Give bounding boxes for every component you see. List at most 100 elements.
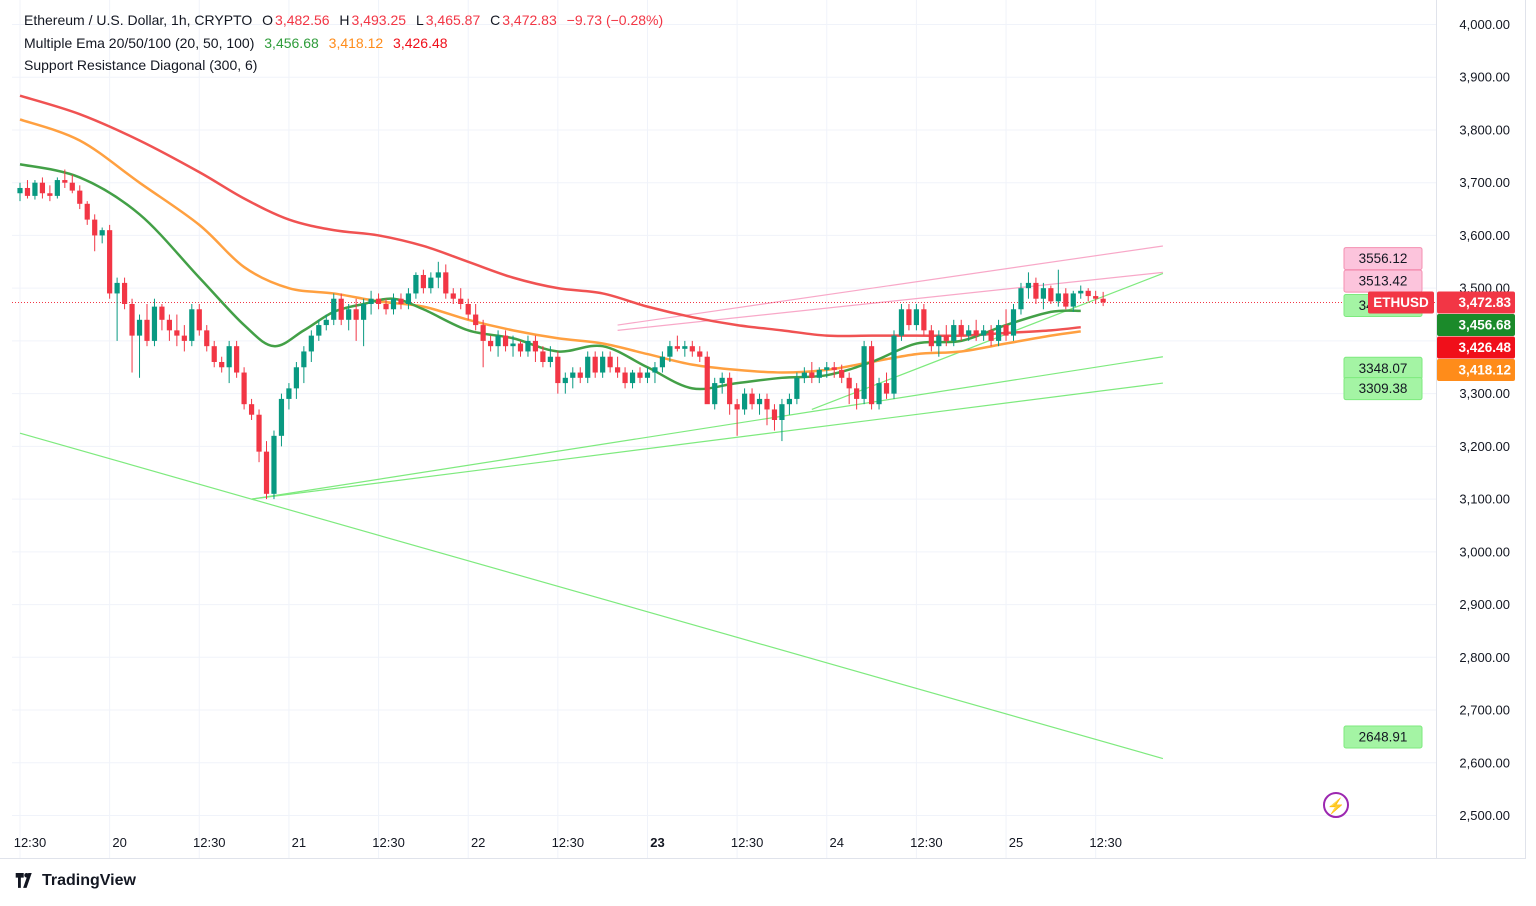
- candle-body: [510, 343, 516, 347]
- candle: [981, 325, 987, 341]
- candle-body: [585, 356, 591, 378]
- candle-body: [495, 335, 501, 347]
- level-label-text: 2648.91: [1359, 729, 1408, 744]
- ema100-line: [19, 94, 1081, 338]
- candle-body: [1085, 290, 1091, 297]
- candle-body: [928, 330, 934, 347]
- time-tick-label: 25: [1009, 835, 1023, 850]
- candle-body: [936, 335, 942, 347]
- candle: [600, 351, 606, 378]
- candle: [577, 367, 583, 384]
- candle-body: [973, 330, 979, 336]
- candle-body: [181, 335, 187, 341]
- candle-body: [1100, 298, 1106, 303]
- candle: [495, 330, 501, 357]
- tradingview-logo[interactable]: TradingView: [14, 872, 136, 890]
- candle-body: [846, 377, 852, 389]
- candle: [84, 201, 90, 225]
- candle-body: [47, 193, 53, 196]
- price-tag-text: 3,472.83: [1458, 295, 1511, 310]
- candle-body: [697, 351, 703, 357]
- candle-body: [99, 230, 105, 236]
- flash-icon[interactable]: ⚡: [1323, 792, 1349, 818]
- symbol-row: Ethereum / U.S. Dollar, 1h, CRYPTO O 3,48…: [24, 9, 669, 32]
- candle-body: [286, 388, 292, 399]
- candle-body: [204, 330, 210, 347]
- candle: [301, 346, 307, 384]
- open-label: O: [262, 12, 274, 28]
- candle-body: [390, 298, 397, 310]
- candle: [211, 340, 217, 368]
- candle-body: [420, 274, 426, 289]
- candle-body: [189, 309, 195, 341]
- candle-body: [278, 398, 285, 436]
- candle-body: [248, 404, 255, 415]
- close-value: 3,472.83: [502, 12, 557, 28]
- candle-body: [24, 187, 31, 196]
- candle: [17, 182, 23, 202]
- candle-body: [1048, 288, 1054, 302]
- candle-body: [734, 404, 740, 410]
- candle: [794, 372, 800, 405]
- candle-body: [151, 306, 158, 341]
- candle: [338, 293, 344, 326]
- candle: [1100, 291, 1106, 307]
- candle: [913, 303, 919, 331]
- candle-body: [824, 367, 830, 370]
- candle-body: [921, 309, 927, 331]
- level-labels: 3556.123513.423467.223348.073309.382648.…: [1343, 247, 1423, 749]
- candle-body: [263, 451, 270, 494]
- symbol-title: Ethereum / U.S. Dollar, 1h, CRYPTO: [24, 12, 253, 28]
- candle: [107, 224, 113, 299]
- candle: [361, 298, 367, 347]
- candle: [592, 351, 598, 378]
- price-tag-box: [1437, 358, 1515, 381]
- candle-body: [883, 383, 890, 394]
- candle-body: [121, 282, 128, 304]
- candle: [525, 335, 531, 357]
- sr-indicator-row[interactable]: Support Resistance Diagonal (300, 6): [24, 54, 669, 77]
- candle: [99, 227, 105, 244]
- candle-body: [1093, 296, 1099, 299]
- open-value: 3,482.56: [275, 12, 330, 28]
- candle: [1018, 282, 1024, 315]
- candle: [816, 367, 822, 384]
- candle: [801, 367, 807, 384]
- candle: [1010, 303, 1017, 341]
- candle-body: [951, 325, 957, 341]
- candle-body: [346, 309, 352, 320]
- candle: [443, 264, 449, 299]
- candle: [189, 303, 195, 347]
- candle-body: [338, 298, 344, 320]
- candle: [883, 372, 890, 399]
- candle-body: [241, 372, 247, 405]
- price-tag-box: [1437, 291, 1515, 314]
- price-tick-label: 3,600.00: [1459, 228, 1510, 243]
- candle: [921, 303, 927, 336]
- resistance-line: [617, 245, 1163, 326]
- candle: [32, 180, 38, 200]
- candle: [346, 303, 352, 331]
- candle: [271, 430, 277, 500]
- candle-body: [839, 369, 845, 378]
- candle-body: [226, 346, 232, 368]
- candle-body: [159, 306, 165, 320]
- candle-body: [831, 367, 837, 370]
- candle-body: [443, 272, 449, 294]
- candle-body: [1078, 290, 1084, 294]
- candle-body: [988, 330, 994, 341]
- candle: [727, 372, 733, 415]
- candle-body: [622, 372, 628, 384]
- candle-body: [674, 346, 680, 349]
- candle: [473, 303, 479, 331]
- candle-body: [1040, 288, 1046, 299]
- candle: [637, 367, 643, 384]
- candle: [1048, 285, 1054, 304]
- candle-body: [794, 377, 800, 399]
- candle: [749, 388, 755, 410]
- candle-body: [719, 377, 725, 384]
- candle-body: [1003, 325, 1009, 336]
- ema-indicator-row[interactable]: Multiple Ema 20/50/100 (20, 50, 100) 3,4…: [24, 32, 669, 55]
- candle: [331, 293, 337, 326]
